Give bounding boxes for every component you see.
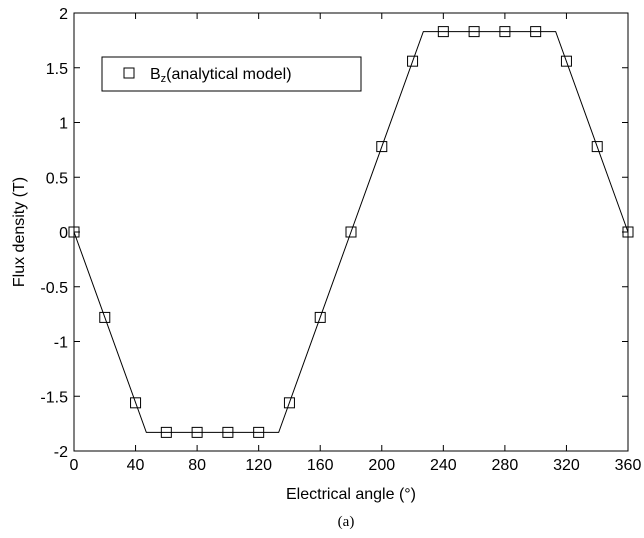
data-point-marker bbox=[160, 426, 172, 438]
data-point-marker bbox=[591, 141, 603, 153]
y-tick-label: 1.5 bbox=[46, 61, 68, 78]
y-tick-label: 0.5 bbox=[46, 170, 68, 187]
data-point-marker bbox=[222, 426, 234, 438]
x-tick-label: 120 bbox=[245, 457, 272, 474]
x-tick-label: 80 bbox=[188, 457, 206, 474]
data-point-marker bbox=[314, 311, 326, 323]
data-point-marker bbox=[437, 26, 449, 38]
y-axis-label: Flux density (T) bbox=[11, 177, 28, 287]
y-tick-label: 2 bbox=[59, 6, 68, 23]
series-markers bbox=[68, 26, 634, 438]
x-tick-label: 0 bbox=[70, 457, 79, 474]
y-tick-label: 0 bbox=[59, 225, 68, 242]
data-point-marker bbox=[622, 226, 634, 238]
data-point-marker bbox=[68, 226, 80, 238]
data-point-marker bbox=[345, 226, 357, 238]
x-tick-label: 320 bbox=[553, 457, 580, 474]
x-tick-label: 360 bbox=[615, 457, 642, 474]
figure-caption: (a) bbox=[338, 514, 355, 530]
y-tick-label: -1.5 bbox=[40, 389, 68, 406]
data-point-marker bbox=[499, 26, 511, 38]
y-tick-label: -1 bbox=[54, 335, 68, 352]
data-point-marker bbox=[253, 426, 265, 438]
y-tick-label: 1 bbox=[59, 116, 68, 133]
data-point-marker bbox=[99, 311, 111, 323]
data-point-marker bbox=[130, 397, 142, 409]
x-tick-label: 160 bbox=[307, 457, 334, 474]
x-tick-label: 280 bbox=[492, 457, 519, 474]
legend-marker bbox=[123, 67, 135, 79]
series-line bbox=[73, 31, 629, 433]
legend: Bz(analytical model) bbox=[101, 56, 362, 92]
x-axis-label: Electrical angle (°) bbox=[286, 486, 416, 503]
data-point-marker bbox=[407, 55, 419, 67]
data-point-marker bbox=[376, 141, 388, 153]
data-point-marker bbox=[283, 397, 295, 409]
x-tick-label: 200 bbox=[368, 457, 395, 474]
tick-labels: 0 40 80 120 160 200 240 280 320 360 -2 -1.5 -1 -0.5 0 0… bbox=[40, 6, 641, 474]
x-tick-label: 240 bbox=[430, 457, 457, 474]
axis-ticks bbox=[73, 12, 629, 452]
data-point-marker bbox=[560, 55, 572, 67]
x-tick-label: 40 bbox=[127, 457, 145, 474]
data-point-marker bbox=[191, 426, 203, 438]
data-point-marker bbox=[468, 26, 480, 38]
legend-box bbox=[101, 56, 362, 92]
y-tick-label: -0.5 bbox=[40, 280, 68, 297]
y-tick-label: -2 bbox=[54, 444, 68, 461]
data-point-marker bbox=[530, 26, 542, 38]
legend-label: Bz(analytical model) bbox=[150, 66, 292, 85]
